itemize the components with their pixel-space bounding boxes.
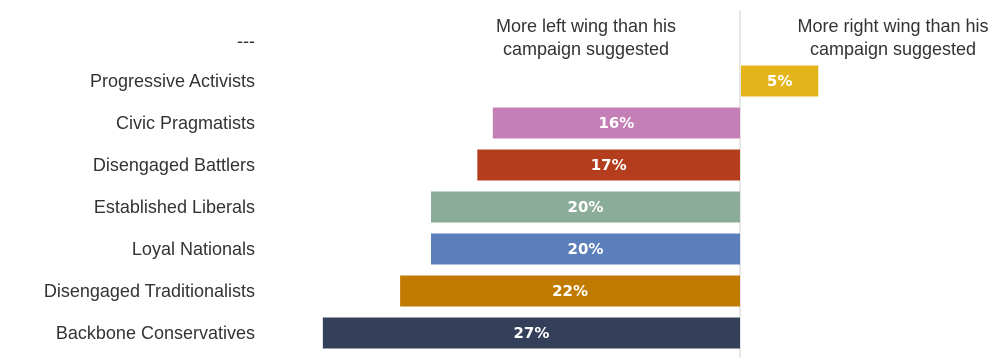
- bars-group: 5% 16% 17% 20% 20% 22% 27%: [322, 65, 819, 349]
- bar-established-liberals: [431, 191, 740, 223]
- right-header-line-1: More right wing than his: [797, 16, 988, 36]
- bar-value-label-civic-pragmatists: 16%: [598, 114, 634, 132]
- category-label-established-liberals: Established Liberals: [94, 197, 255, 217]
- bar-disengaged-traditionalists: [400, 275, 740, 307]
- header-row-label: ---: [237, 31, 255, 51]
- bar-value-label-established-liberals: 20%: [568, 198, 604, 216]
- bar-backbone-conservatives: [322, 317, 740, 349]
- bar-disengaged-battlers: [477, 149, 740, 181]
- category-label-backbone-conservatives: Backbone Conservatives: [56, 323, 255, 343]
- right-header-line-2: campaign suggested: [810, 39, 976, 59]
- category-label-loyal-nationals: Loyal Nationals: [132, 239, 255, 259]
- category-label-progressive-activists: Progressive Activists: [90, 71, 255, 91]
- category-label-disengaged-battlers: Disengaged Battlers: [93, 155, 255, 175]
- category-label-civic-pragmatists: Civic Pragmatists: [116, 113, 255, 133]
- bar-value-label-disengaged-traditionalists: 22%: [552, 282, 588, 300]
- bar-value-label-disengaged-battlers: 17%: [591, 156, 627, 174]
- category-label-disengaged-traditionalists: Disengaged Traditionalists: [44, 281, 255, 301]
- bar-progressive-activists: [741, 65, 819, 97]
- bar-civic-pragmatists: [492, 107, 740, 139]
- left-header-line-2: campaign suggested: [503, 39, 669, 59]
- bar-value-label-loyal-nationals: 20%: [568, 240, 604, 258]
- bar-loyal-nationals: [431, 233, 740, 265]
- bar-value-label-backbone-conservatives: 27%: [513, 324, 549, 342]
- bar-value-label-progressive-activists: 5%: [767, 72, 792, 90]
- left-header-line-1: More left wing than his: [496, 16, 676, 36]
